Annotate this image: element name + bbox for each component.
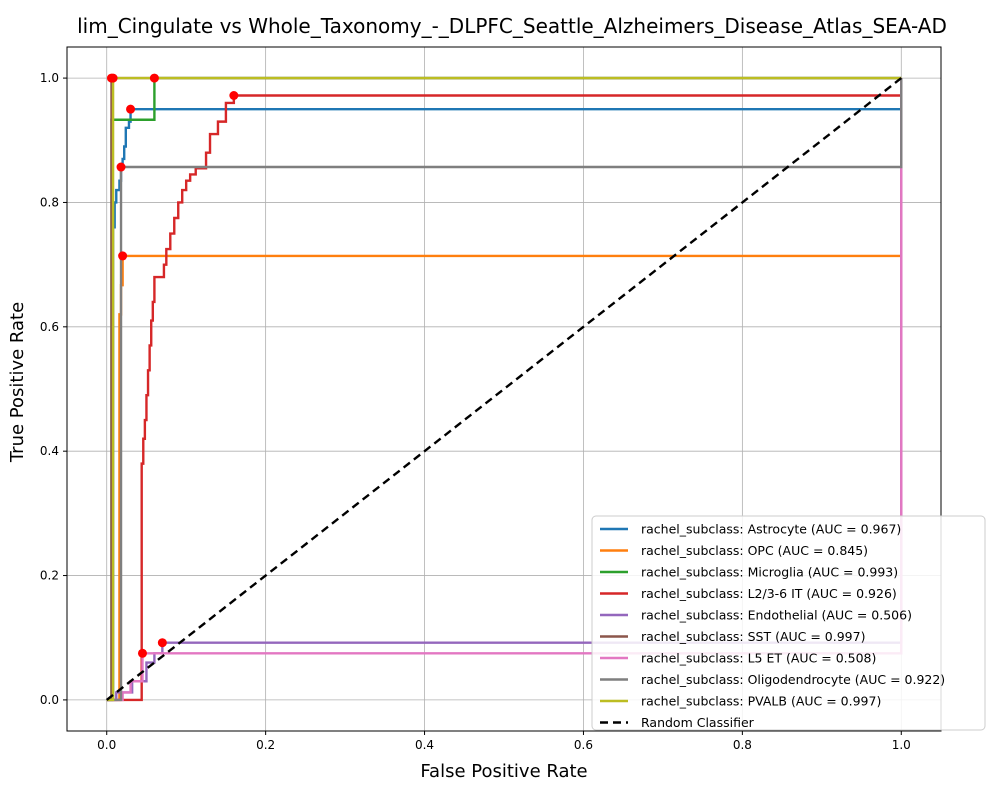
x-axis-label: False Positive Rate — [420, 761, 587, 782]
x-tick-label: 0.8 — [733, 738, 752, 752]
legend-entry-4: rachel_subclass: Endothelial (AUC = 0.50… — [641, 608, 912, 623]
ticks: 0.0 0.2 0.4 0.6 0.8 1.0 0.0 0.2 0.4 0.6 0.8 1.0 — [40, 71, 911, 752]
optimal-point-marker-7 — [116, 162, 126, 172]
optimal-point-marker-2 — [149, 73, 159, 83]
legend-entry-2: rachel_subclass: Microglia (AUC = 0.993) — [641, 565, 898, 580]
optimal-point-marker-4 — [157, 638, 167, 648]
optimal-point-marker-1 — [118, 251, 128, 261]
legend-entry-0: rachel_subclass: Astrocyte (AUC = 0.967) — [641, 522, 901, 537]
chart-title: lim_Cingulate vs Whole_Taxonomy_-_DLPFC_… — [77, 14, 947, 38]
legend-entry-7: rachel_subclass: Oligodendrocyte (AUC = … — [641, 672, 945, 687]
y-tick-label: 0.8 — [40, 195, 59, 209]
x-tick-label: 0.2 — [256, 738, 275, 752]
x-tick-label: 0.6 — [574, 738, 593, 752]
x-tick-label: 1.0 — [892, 738, 911, 752]
optimal-point-marker-6 — [137, 648, 147, 658]
legend-entry-1: rachel_subclass: OPC (AUC = 0.845) — [641, 543, 868, 558]
optimal-point-marker-8 — [108, 73, 118, 83]
y-tick-label: 0.4 — [40, 444, 59, 458]
y-tick-label: 0.2 — [40, 569, 59, 583]
y-tick-label: 1.0 — [40, 71, 59, 85]
legend-box — [591, 515, 986, 731]
y-axis-label: True Positive Rate — [7, 302, 28, 463]
plot-frame — [66, 46, 942, 732]
legend: rachel_subclass: Astrocyte (AUC = 0.967)… — [591, 515, 986, 731]
optimal-point-marker-0 — [126, 104, 136, 114]
y-tick-label: 0.0 — [40, 693, 59, 707]
legend-entry-5: rachel_subclass: SST (AUC = 0.997) — [641, 629, 865, 644]
series-line-3 — [106, 78, 903, 702]
optimal-point-marker-3 — [229, 91, 239, 101]
legend-entry-6: rachel_subclass: L5 ET (AUC = 0.508) — [641, 651, 876, 666]
legend-entry-3: rachel_subclass: L2/3-6 IT (AUC = 0.926) — [641, 586, 897, 601]
x-tick-label: 0.0 — [97, 738, 116, 752]
series-line-8 — [106, 76, 902, 702]
series-layer — [105, 73, 903, 702]
legend-entry-8: rachel_subclass: PVALB (AUC = 0.997) — [641, 694, 881, 709]
y-tick-label: 0.6 — [40, 320, 59, 334]
x-tick-label: 0.4 — [415, 738, 434, 752]
legend-entry-9: Random Classifier — [641, 715, 755, 730]
